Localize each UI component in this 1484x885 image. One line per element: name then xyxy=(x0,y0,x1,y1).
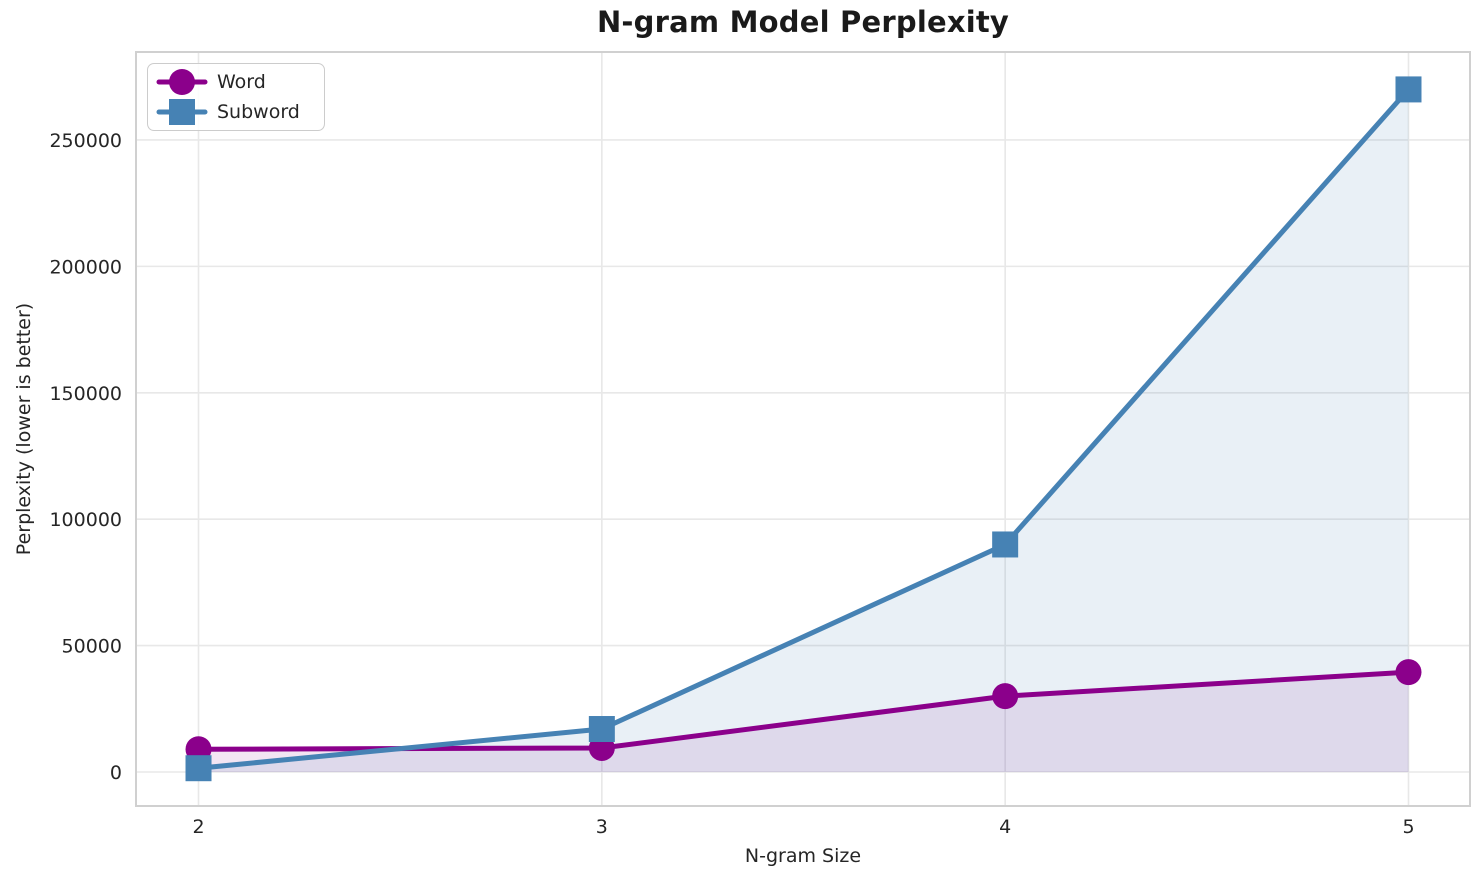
legend-marker-word-icon xyxy=(156,69,208,95)
x-tick-label: 5 xyxy=(1402,816,1414,838)
data-point-subword xyxy=(1395,76,1422,103)
data-point-subword xyxy=(185,755,212,782)
data-point-subword xyxy=(992,531,1019,558)
legend: Word Subword xyxy=(147,63,325,131)
x-tick-label: 2 xyxy=(192,816,204,838)
axes-border xyxy=(135,51,1471,807)
y-tick-label: 150000 xyxy=(49,383,122,405)
legend-item-subword: Subword xyxy=(156,97,306,127)
series-line-subword xyxy=(196,86,1411,771)
legend-label: Word xyxy=(217,70,266,93)
y-tick-label: 100000 xyxy=(49,509,122,531)
chart-title: N-gram Model Perplexity xyxy=(596,5,1010,39)
x-axis-label: N-gram Size xyxy=(744,845,862,867)
y-tick-label: 50000 xyxy=(62,636,122,658)
data-point-word xyxy=(1395,659,1422,686)
data-point-subword xyxy=(588,716,615,743)
legend-marker-subword-icon xyxy=(156,99,208,125)
area-fill-subword xyxy=(198,89,1409,772)
y-tick-label: 250000 xyxy=(49,130,122,152)
y-tick-label: 200000 xyxy=(49,256,122,278)
legend-label: Subword xyxy=(217,100,300,123)
data-point-word xyxy=(992,683,1019,710)
x-tick-label: 3 xyxy=(596,816,608,838)
y-tick-label: 0 xyxy=(110,762,122,784)
x-tick-label: 4 xyxy=(999,816,1011,838)
legend-item-word: Word xyxy=(156,67,306,97)
